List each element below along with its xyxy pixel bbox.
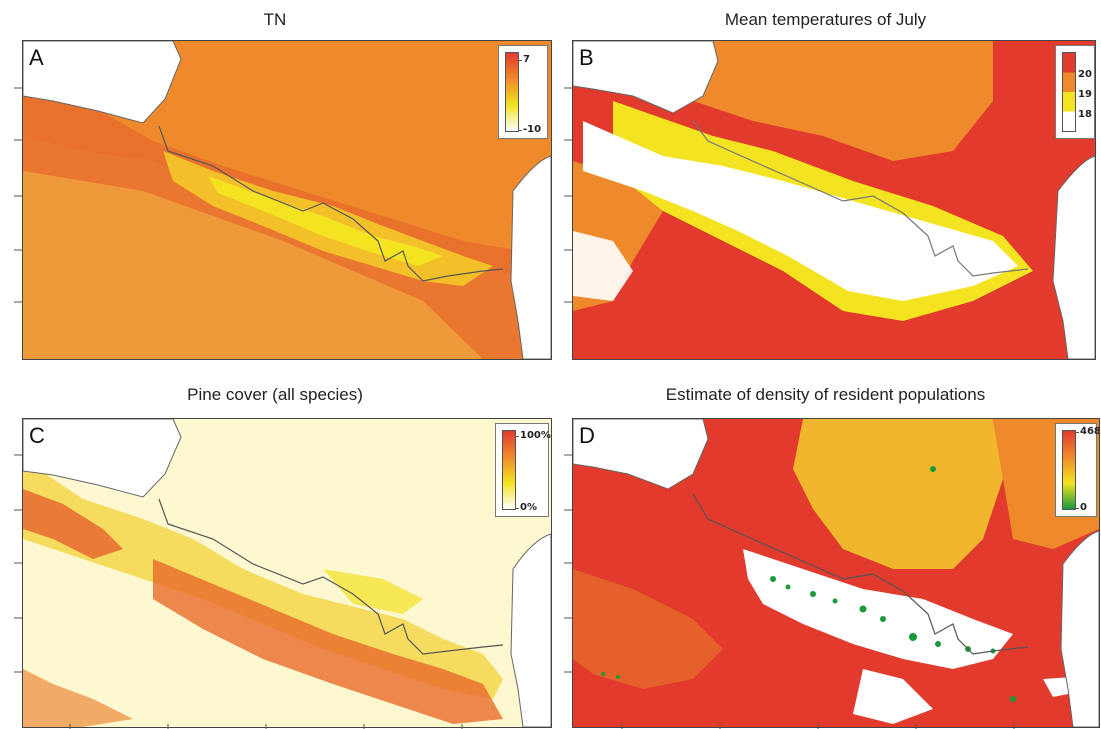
legend-20: 20 [1078, 69, 1092, 80]
legend-density: 468 0 [1055, 423, 1100, 517]
legend-tick [518, 60, 522, 61]
white-high-mountain [743, 549, 1013, 669]
border-line [158, 125, 504, 282]
legend-min: 0 [1080, 502, 1087, 513]
map-tn: A 7 -10 [22, 40, 552, 360]
panel-letter: D [579, 423, 595, 448]
map-graphic [23, 41, 551, 359]
legend-max: 7 [523, 54, 530, 65]
green-density-dots [601, 466, 1016, 702]
panel-title: TN [263, 10, 287, 29]
border-line [692, 120, 1029, 277]
sea-bay [23, 419, 182, 498]
legend-tn: 7 -10 [498, 45, 548, 139]
legend-pine-cover: 100% 0% [495, 423, 551, 517]
panel-letter: A [29, 45, 44, 70]
sea-east [1060, 530, 1099, 727]
legend-swatches [1062, 52, 1076, 132]
pine-patch [323, 569, 423, 614]
pine-belt [23, 459, 503, 699]
map-graphic [23, 419, 551, 727]
sea-bay [23, 41, 182, 124]
legend-july-temperature: 20 19 18 [1055, 45, 1095, 139]
legend-max: 468 [1080, 426, 1100, 437]
white-patch [853, 669, 933, 724]
legend-gradient [502, 430, 516, 510]
panel-c: Pine cover (all species) C 100% 0% [0, 380, 552, 729]
legend-tick [515, 436, 519, 437]
map-pine-cover: C 100% 0% [22, 418, 552, 728]
legend-tick [515, 508, 519, 509]
panel-a: TN A 7 -10 [0, 0, 552, 360]
legend-18: 18 [1078, 109, 1092, 120]
legend-gradient [505, 52, 519, 132]
legend-tick [1075, 432, 1079, 433]
sea-bay [573, 41, 719, 114]
map-graphic [573, 419, 1099, 727]
map-graphic [573, 41, 1095, 359]
legend-min: -10 [523, 124, 542, 135]
legend-max: 100% [520, 430, 551, 441]
legend-tick [518, 130, 522, 131]
pine-west [23, 489, 123, 559]
pine-dense [153, 559, 503, 724]
border-line [692, 493, 1029, 655]
yellow-density [793, 419, 1003, 569]
panel-title: Mean temperatures of July [724, 10, 927, 29]
sea-east [510, 533, 551, 727]
sea-east [510, 155, 551, 359]
map-july-temperature: B 20 19 18 [572, 40, 1096, 360]
panel-letter: C [29, 423, 45, 448]
legend-tick [1075, 508, 1079, 509]
white-zone [583, 121, 1018, 301]
sea-east [1052, 155, 1095, 359]
sea-bay [573, 419, 709, 490]
mountain-core [208, 176, 443, 266]
panel-d: Estimate of density of resident populati… [550, 380, 1101, 729]
legend-gradient [1062, 430, 1076, 510]
orange-west [573, 569, 723, 689]
panel-title: Pine cover (all species) [187, 385, 363, 404]
legend-min: 0% [520, 502, 537, 513]
map-population-density: D 468 0 [572, 418, 1100, 728]
white-west [573, 231, 633, 301]
border-line [158, 498, 504, 655]
pine-southwest [23, 669, 133, 727]
panel-b: Mean temperatures of July B 20 19 18 [550, 0, 1101, 360]
legend-19: 19 [1078, 89, 1092, 100]
panel-letter: B [579, 45, 594, 70]
panel-title: Estimate of density of resident populati… [665, 385, 986, 404]
